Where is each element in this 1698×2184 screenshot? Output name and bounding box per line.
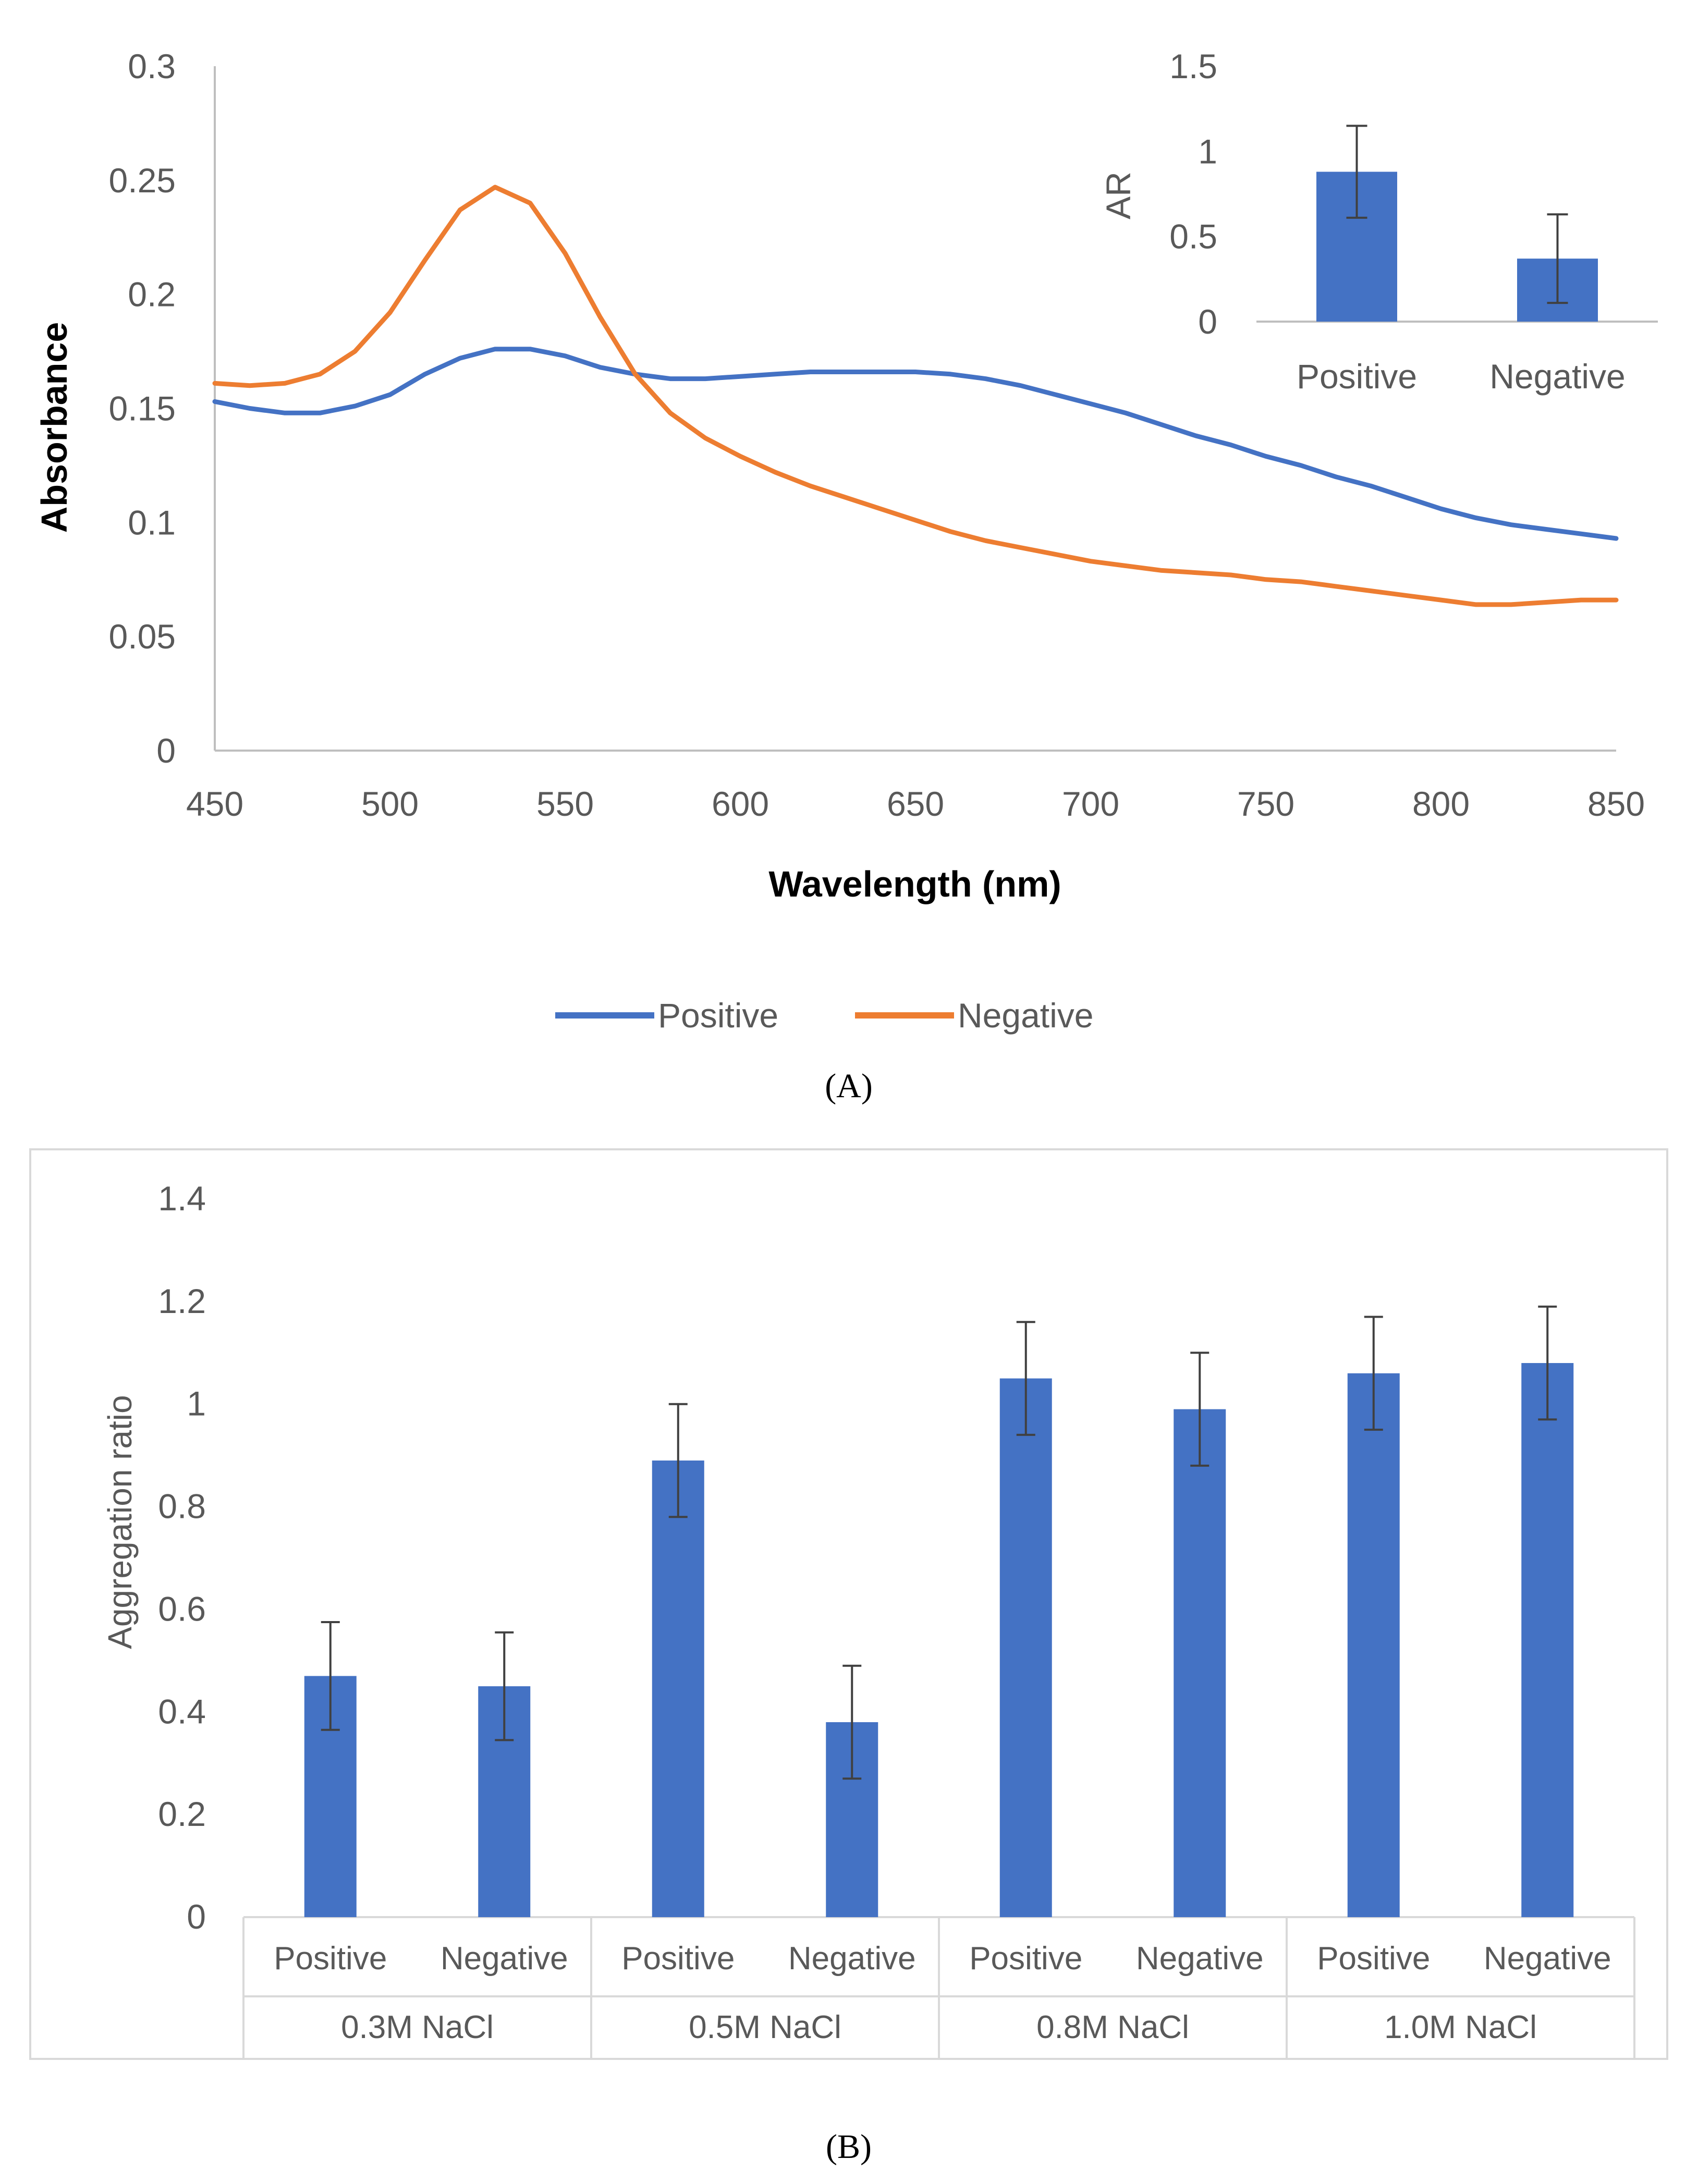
chart-b-bar-5 <box>1174 1409 1226 1917</box>
chart-b-category-1: Negative <box>441 1941 568 1977</box>
chart-b-frame <box>29 1148 1668 2060</box>
chart-b-category-4: Positive <box>969 1941 1082 1977</box>
chart-a-x-tick-600: 600 <box>712 784 769 823</box>
chart-a-x-axis-title: Wavelength (nm) <box>768 864 1061 904</box>
chart-b-category-0: Positive <box>274 1941 387 1977</box>
chart-b-bar-7 <box>1521 1363 1574 1917</box>
chart-a-y-tick-0.2: 0.2 <box>128 275 176 314</box>
chart-a-y-tick-0.05: 0.05 <box>109 617 176 656</box>
chart-b-category-2: Positive <box>621 1941 735 1977</box>
chart-a-inset: AR 0 0.5 1 1.5 Positive Negative <box>1099 47 1658 396</box>
chart-a-y-tick-0.15: 0.15 <box>109 389 176 428</box>
chart-b-group-0: 0.3M NaCl <box>341 2009 494 2045</box>
chart-a-y-tick-0.1: 0.1 <box>128 503 176 542</box>
chart-b-y-tick-0.4: 0.4 <box>158 1692 206 1731</box>
chart-b-group-1: 0.5M NaCl <box>689 2009 841 2045</box>
chart-b-y-tick-0.2: 0.2 <box>158 1795 206 1833</box>
inset-category-negative: Negative <box>1489 357 1626 396</box>
chart-b-y-tick-0.8: 0.8 <box>158 1487 206 1526</box>
inset-category-positive: Positive <box>1297 357 1417 396</box>
chart-a-legend: Positive Negative <box>555 996 1094 1035</box>
chart-b-category-7: Negative <box>1484 1941 1611 1977</box>
series-line-positive <box>212 347 1619 541</box>
chart-b-group-3: 1.0M NaCl <box>1384 2009 1537 2045</box>
chart-b-category-3: Negative <box>788 1941 916 1977</box>
inset-y-axis-title: AR <box>1099 171 1138 219</box>
legend-positive-label: Positive <box>658 996 778 1035</box>
series-line-negative <box>212 185 1619 607</box>
chart-b-y-axis-title: Aggregation ratio <box>101 1395 139 1649</box>
chart-a-x-tick-450: 450 <box>186 784 243 823</box>
legend-negative-label: Negative <box>958 996 1094 1035</box>
chart-a-x-tick-700: 700 <box>1062 784 1119 823</box>
chart-b-group-2: 0.8M NaCl <box>1036 2009 1189 2045</box>
chart-a-x-tick-500: 500 <box>361 784 419 823</box>
chart-a-x-tick-650: 650 <box>887 784 944 823</box>
inset-y-tick-1.5: 1.5 <box>1169 47 1217 85</box>
chart-b-caption: (B) <box>826 2128 872 2166</box>
inset-y-tick-0.5: 0.5 <box>1169 217 1217 256</box>
chart-b-y-tick-0.6: 0.6 <box>158 1589 206 1628</box>
inset-y-tick-0: 0 <box>1198 302 1217 341</box>
chart-b-y-tick-1.4: 1.4 <box>158 1179 206 1218</box>
chart-b-category-6: Positive <box>1317 1941 1430 1977</box>
chart-b-category-5: Negative <box>1136 1941 1264 1977</box>
chart-a: Absorbance Wavelength (nm) Positive Nega… <box>34 47 1645 1105</box>
chart-b-y-tick-1.2: 1.2 <box>158 1282 206 1320</box>
chart-a-y-axis-title: Absorbance <box>34 322 75 533</box>
inset-y-tick-1: 1 <box>1198 132 1217 170</box>
chart-b-bar-4 <box>999 1378 1052 1917</box>
chart-a-caption: (A) <box>825 1067 873 1105</box>
chart-a-y-tick-0: 0 <box>156 731 176 770</box>
chart-a-y-tick-0.25: 0.25 <box>109 161 176 200</box>
chart-b-bar-2 <box>652 1460 704 1917</box>
chart-b-bar-6 <box>1347 1373 1400 1917</box>
chart-b-y-tick-0: 0 <box>187 1897 206 1936</box>
chart-a-x-tick-750: 750 <box>1237 784 1294 823</box>
chart-a-x-tick-850: 850 <box>1587 784 1645 823</box>
chart-b: Aggregation ratio (B) 0 0.2 0.4 0.6 0.8 1 1.2 1… <box>29 1148 1668 2166</box>
chart-b-y-tick-1: 1 <box>187 1384 206 1423</box>
chart-a-x-tick-800: 800 <box>1412 784 1470 823</box>
chart-a-y-tick-0.3: 0.3 <box>128 47 176 85</box>
chart-a-x-tick-550: 550 <box>536 784 594 823</box>
